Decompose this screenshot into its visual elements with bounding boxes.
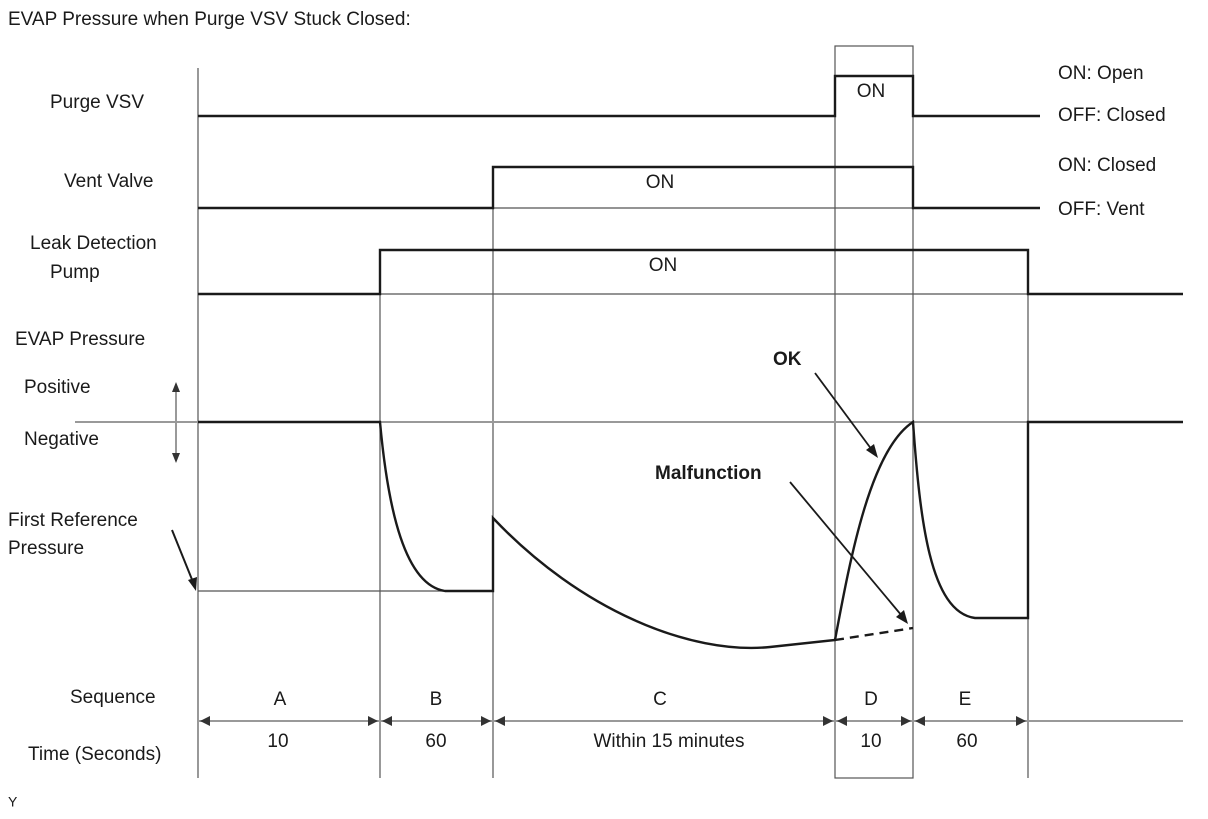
time-value: 60 (956, 731, 977, 752)
evap-label: EVAP Pressure (15, 329, 145, 350)
on-label: ON (649, 255, 678, 276)
time-value: 60 (425, 731, 446, 752)
arrowhead (495, 716, 505, 726)
on-label: ON (857, 81, 886, 102)
evap-trace (198, 419, 1183, 650)
arrowhead (1016, 716, 1026, 726)
ok-arrow (814, 372, 878, 458)
pump-trace (198, 248, 1183, 296)
arrowhead (368, 716, 378, 726)
on-label: ON (646, 172, 675, 193)
sequence-step: A (274, 689, 287, 710)
reference-arrow (171, 529, 197, 591)
state-label: ON: Open (1058, 63, 1144, 84)
signal-label: Purge VSV (50, 92, 144, 113)
state-label: OFF: Vent (1058, 199, 1145, 220)
title: EVAP Pressure when Purge VSV Stuck Close… (8, 9, 411, 30)
sequence-label: Sequence (70, 687, 156, 708)
sequence-step: B (430, 689, 443, 710)
sequence-step: D (864, 689, 878, 710)
time-label: Time (Seconds) (28, 744, 161, 765)
sequence-step: C (653, 689, 667, 710)
state-label: OFF: Closed (1058, 105, 1166, 126)
reference-label: Pressure (8, 538, 84, 559)
footer: Y (8, 794, 18, 810)
malfunction-label: Malfunction (655, 463, 762, 484)
purge-vsv-trace (198, 74, 1040, 118)
reference-label: First Reference (8, 510, 138, 531)
vent-valve-trace (198, 165, 1040, 210)
time-value: Within 15 minutes (593, 731, 744, 752)
malfunction-arrow (789, 481, 908, 624)
arrowhead (200, 716, 210, 726)
sequence-steps: A 10 B 60 C Within 15 minutes D 10 E 60 (200, 689, 1026, 752)
arrowhead (837, 716, 847, 726)
negative-label: Negative (24, 429, 99, 450)
arrowhead (481, 716, 491, 726)
malfunction-trace (834, 626, 914, 642)
state-label: ON: Closed (1058, 155, 1156, 176)
phase-d-box (834, 45, 914, 779)
signal-label: Vent Valve (64, 171, 153, 192)
arrowhead (823, 716, 833, 726)
signal-label: Pump (50, 262, 100, 283)
arrowhead (915, 716, 925, 726)
arrowhead (382, 716, 392, 726)
signal-label: Leak Detection (30, 233, 157, 254)
sequence-step: E (959, 689, 972, 710)
time-value: 10 (267, 731, 288, 752)
guides (197, 68, 1029, 778)
time-value: 10 (860, 731, 881, 752)
ok-label: OK (773, 349, 802, 370)
positive-label: Positive (24, 377, 91, 398)
arrowhead (901, 716, 911, 726)
